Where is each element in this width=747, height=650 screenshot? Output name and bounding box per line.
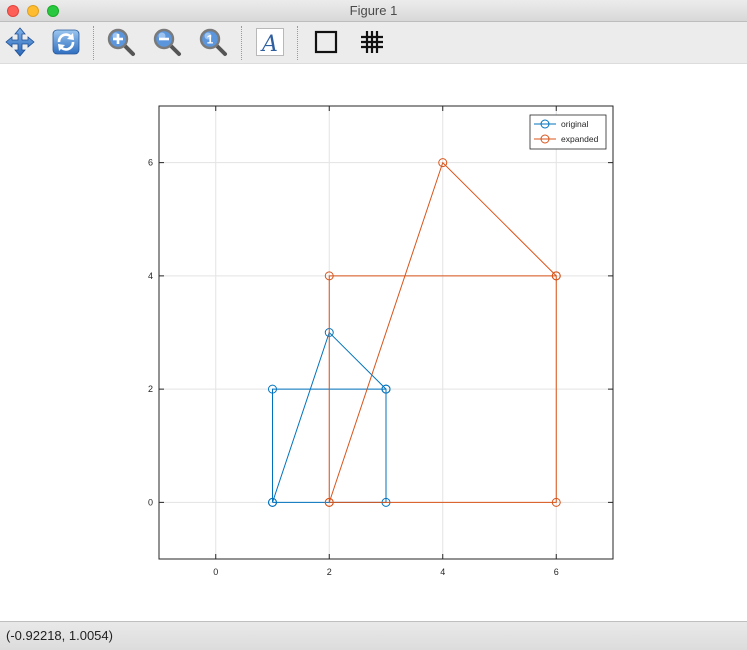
cursor-coordinates: (-0.92218, 1.0054) (6, 628, 113, 643)
grid-icon (361, 31, 383, 53)
toolbar-separator (241, 26, 242, 60)
title-bar: Figure 1 (0, 0, 747, 22)
toggle-grid-button[interactable] (356, 26, 388, 58)
window-title: Figure 1 (349, 3, 398, 18)
status-bar: (-0.92218, 1.0054) (0, 621, 747, 650)
x-tick-label: 4 (440, 567, 445, 577)
rotate-button[interactable] (50, 26, 82, 58)
zoom-original-icon: 1 (199, 28, 227, 56)
zoom-in-button[interactable] (105, 26, 137, 58)
x-tick-label: 0 (213, 567, 218, 577)
x-tick-label: 2 (327, 567, 332, 577)
legend-label: expanded (561, 134, 599, 144)
axes-box (158, 105, 614, 560)
box-icon (314, 30, 338, 54)
zoom-out-button[interactable] (151, 26, 183, 58)
zoom-in-icon (107, 28, 135, 56)
series-line (328, 161, 557, 503)
toggle-box-button[interactable] (310, 26, 342, 58)
data-point (438, 158, 448, 168)
toolbar-separator (297, 26, 298, 60)
text-icon-glyph: A (260, 32, 278, 57)
data-point (551, 271, 561, 281)
pan-icon (5, 27, 35, 57)
data-point (381, 384, 391, 394)
maximize-window-button[interactable] (47, 5, 59, 17)
data-point (268, 497, 277, 507)
legend-marker (540, 119, 550, 129)
zoom-reset-button[interactable]: 1 (197, 26, 229, 58)
toolbar-separator (93, 26, 94, 60)
plot-svg[interactable]: 0 2 4 6 0 2 4 6 original expanded (0, 64, 747, 621)
y-tick-label: 0 (148, 497, 153, 507)
figure-canvas[interactable]: 0 2 4 6 0 2 4 6 original expanded (0, 64, 747, 621)
legend-label: original (561, 119, 589, 129)
zoom-out-icon (153, 28, 181, 56)
rotate-icon (52, 29, 80, 55)
data-point (324, 497, 334, 507)
minimize-window-button[interactable] (27, 5, 39, 17)
insert-text-button[interactable]: A (254, 26, 286, 58)
x-tick-label: 6 (554, 567, 559, 577)
figure-toolbar: 1 A (0, 22, 747, 64)
series-expanded (324, 158, 561, 507)
zoom-original-glyph: 1 (207, 33, 214, 47)
legend[interactable]: original expanded (529, 114, 607, 150)
data-point (324, 271, 334, 281)
y-tick-label: 4 (148, 271, 153, 281)
y-tick-label: 2 (148, 384, 153, 394)
close-window-button[interactable] (7, 5, 19, 17)
data-point (551, 497, 561, 507)
pan-button[interactable] (4, 26, 36, 58)
text-icon: A (256, 28, 284, 57)
y-tick-label: 6 (148, 158, 153, 168)
data-point (268, 384, 277, 394)
legend-marker (540, 134, 550, 144)
